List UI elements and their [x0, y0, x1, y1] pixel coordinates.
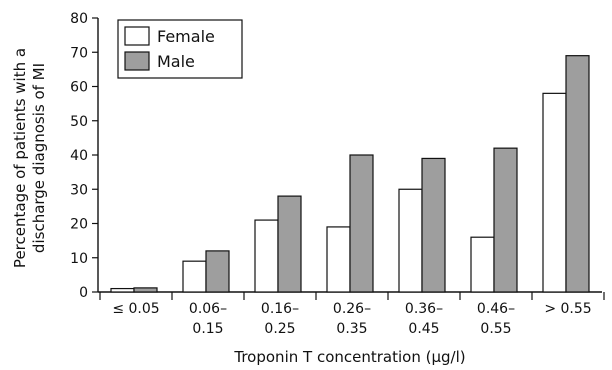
x-tick-label: 0.25 — [264, 321, 295, 337]
x-tick-label: 0.45 — [408, 321, 439, 337]
legend-label-female: Female — [157, 27, 215, 46]
legend-swatch-female — [124, 26, 150, 46]
x-tick-label: 0.06– — [189, 301, 227, 317]
y-tick-label: 70 — [70, 45, 88, 61]
x-tick-label: ≤ 0.05 — [112, 301, 159, 317]
legend-label-male: Male — [157, 52, 195, 71]
y-tick-label: 50 — [70, 114, 88, 130]
y-axis-title: Percentage of patients with adischarge d… — [11, 48, 48, 268]
bar-male-6 — [565, 55, 590, 293]
y-tick-label: 0 — [79, 285, 88, 301]
bars — [110, 55, 590, 293]
x-tick-label: 0.35 — [336, 321, 367, 337]
y-axis: 0 10 20 30 40 50 60 70 80 — [70, 11, 99, 301]
x-axis: ≤ 0.05 0.06– 0.15 0.16– 0.25 0.26– 0.35 0.36– 0.… — [98, 291, 605, 337]
y-tick-label: 60 — [70, 80, 88, 96]
bar-female-6 — [542, 92, 567, 293]
x-tick-label: > 0.55 — [544, 301, 591, 317]
legend-swatch-male — [124, 51, 150, 71]
x-tick-label: 0.46– — [477, 301, 515, 317]
bar-male-0 — [133, 287, 158, 293]
y-axis-title-line: Percentage of patients with a — [11, 48, 29, 268]
bar-female-1 — [182, 260, 207, 293]
x-tick-label: 0.55 — [480, 321, 511, 337]
bar-male-2 — [277, 195, 302, 293]
y-tick-label: 30 — [70, 182, 88, 198]
y-tick-label: 10 — [70, 251, 88, 267]
x-axis-title: Troponin T concentration (μg/l) — [233, 348, 465, 366]
x-tick-label: 0.36– — [405, 301, 443, 317]
y-tick-label: 20 — [70, 217, 88, 233]
x-tick-label: 0.16– — [261, 301, 299, 317]
x-tick-label: 0.26– — [333, 301, 371, 317]
legend: Female Male — [117, 19, 243, 79]
bar-female-0 — [110, 287, 135, 293]
y-tick-label: 40 — [70, 148, 88, 164]
bar-male-5 — [493, 147, 518, 293]
bar-female-4 — [398, 188, 423, 293]
bar-male-1 — [205, 250, 230, 293]
axis-titles: Troponin T concentration (μg/l) Percentag… — [11, 48, 466, 366]
bar-female-2 — [254, 219, 279, 293]
bar-male-4 — [421, 157, 446, 293]
bar-female-5 — [470, 236, 495, 293]
x-tick-label: 0.15 — [192, 321, 223, 337]
bar-female-3 — [326, 226, 351, 293]
y-axis-title-line: discharge diagnosis of MI — [30, 63, 48, 253]
bar-male-3 — [349, 154, 374, 293]
y-tick-label: 80 — [70, 11, 88, 27]
